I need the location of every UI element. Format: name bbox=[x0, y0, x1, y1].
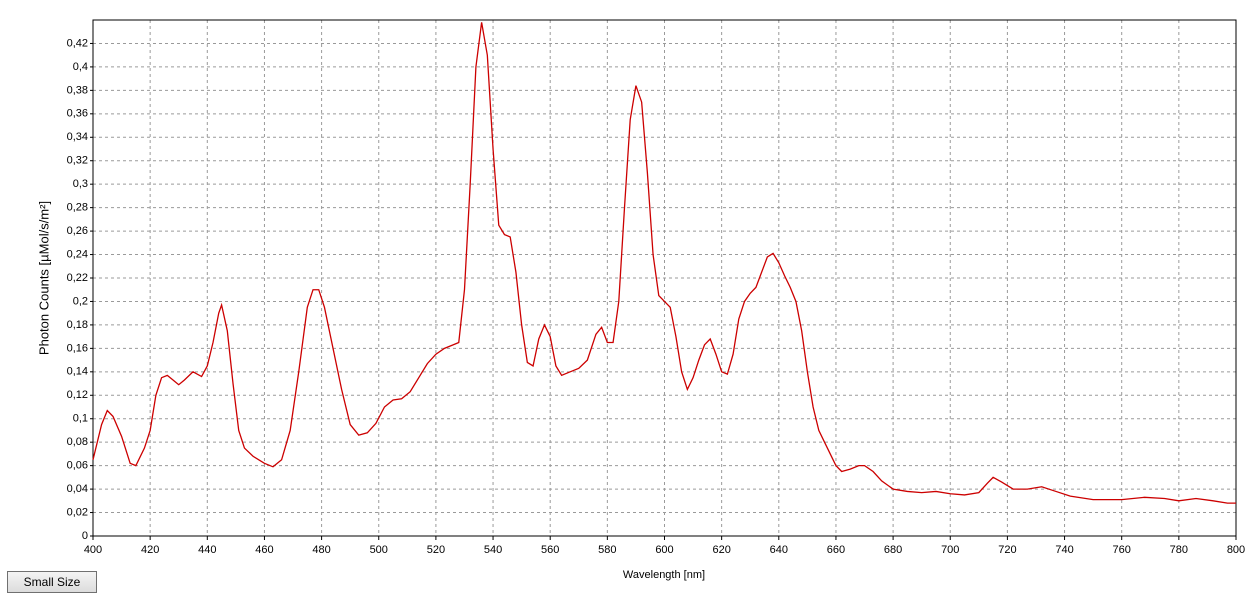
x-tick-label: 400 bbox=[84, 544, 102, 556]
y-tick-label: 0,22 bbox=[67, 272, 88, 284]
y-tick-label: 0,36 bbox=[67, 108, 88, 120]
y-tick-label: 0,38 bbox=[67, 84, 88, 96]
y-tick-label: 0,18 bbox=[67, 319, 88, 331]
y-tick-label: 0,42 bbox=[67, 37, 88, 49]
y-tick-label: 0,28 bbox=[67, 202, 88, 214]
y-tick-label: 0,32 bbox=[67, 155, 88, 167]
x-tick-label: 740 bbox=[1055, 544, 1073, 556]
small-size-button[interactable]: Small Size bbox=[7, 571, 97, 593]
x-tick-label: 520 bbox=[427, 544, 445, 556]
x-tick-label: 780 bbox=[1170, 544, 1188, 556]
y-tick-label: 0,3 bbox=[73, 178, 88, 190]
x-tick-label: 620 bbox=[712, 544, 730, 556]
y-tick-label: 0,26 bbox=[67, 225, 88, 237]
y-tick-label: 0,2 bbox=[73, 295, 88, 307]
x-tick-label: 560 bbox=[541, 544, 559, 556]
x-tick-label: 420 bbox=[141, 544, 159, 556]
x-tick-label: 480 bbox=[312, 544, 330, 556]
x-tick-label: 660 bbox=[827, 544, 845, 556]
y-tick-label: 0,08 bbox=[67, 436, 88, 448]
x-tick-label: 680 bbox=[884, 544, 902, 556]
x-tick-label: 460 bbox=[255, 544, 273, 556]
x-tick-label: 440 bbox=[198, 544, 216, 556]
x-tick-label: 700 bbox=[941, 544, 959, 556]
y-tick-label: 0,4 bbox=[73, 61, 88, 73]
x-tick-label: 540 bbox=[484, 544, 502, 556]
y-tick-label: 0,16 bbox=[67, 342, 88, 354]
y-axis-label: Photon Counts [µMol/s/m²] bbox=[36, 201, 51, 355]
y-tick-label: 0,04 bbox=[67, 483, 88, 495]
x-tick-label: 720 bbox=[998, 544, 1016, 556]
y-tick-label: 0,06 bbox=[67, 460, 88, 472]
spectrum-line bbox=[92, 22, 1236, 504]
y-tick-label: 0,34 bbox=[67, 131, 88, 143]
x-tick-label: 800 bbox=[1227, 544, 1245, 556]
plot-border bbox=[92, 19, 1237, 537]
y-tick-label: 0,24 bbox=[67, 248, 88, 260]
x-tick-label: 500 bbox=[370, 544, 388, 556]
y-tick-label: 0,1 bbox=[73, 413, 88, 425]
y-tick-label: 0,12 bbox=[67, 389, 88, 401]
y-tick-label: 0,02 bbox=[67, 506, 88, 518]
x-tick-label: 760 bbox=[1113, 544, 1131, 556]
x-tick-label: 600 bbox=[655, 544, 673, 556]
y-tick-label: 0 bbox=[82, 530, 88, 542]
y-tick-label: 0,14 bbox=[67, 366, 88, 378]
x-tick-label: 640 bbox=[770, 544, 788, 556]
x-tick-label: 580 bbox=[598, 544, 616, 556]
x-axis-label: Wavelength [nm] bbox=[623, 569, 705, 581]
